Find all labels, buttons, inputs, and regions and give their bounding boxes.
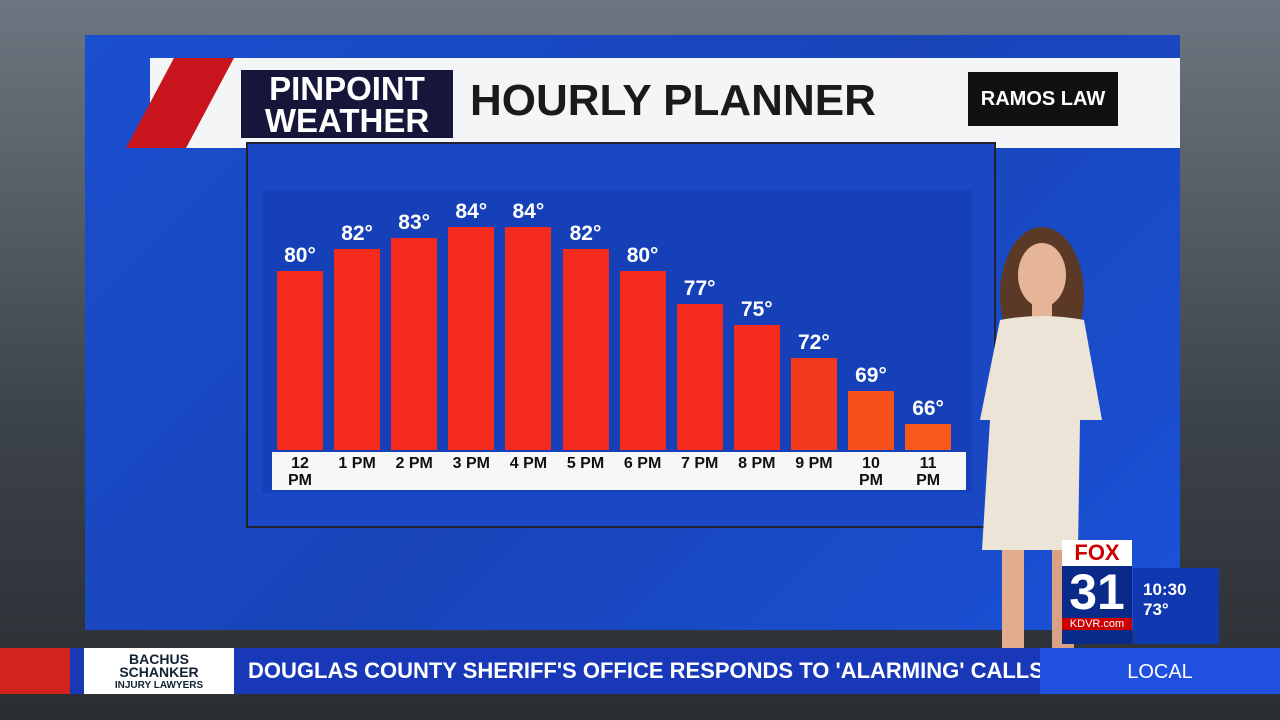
bar xyxy=(505,227,552,450)
presenter xyxy=(980,227,1102,650)
bar xyxy=(448,227,495,450)
station-bug: FOX 31 KDVR.com xyxy=(1062,540,1132,644)
sponsor-logo: RAMOS LAW xyxy=(968,72,1118,126)
x-tick-label: 3 PM xyxy=(452,455,490,472)
bar xyxy=(790,358,837,450)
time: 10:30 xyxy=(1143,580,1187,599)
ticker-accent xyxy=(0,648,70,694)
value-label: 72° xyxy=(798,331,830,355)
sponsor-line: BACHUS xyxy=(129,651,189,667)
ticker-sponsor: BACHUS SCHANKER INJURY LAWYERS xyxy=(84,648,234,694)
sponsor-line: INJURY LAWYERS xyxy=(114,680,204,691)
station-site: KDVR.com xyxy=(1062,618,1132,630)
x-tick-label: 4 PM xyxy=(509,455,548,472)
x-tick-label: 7 PM xyxy=(681,455,719,472)
bar xyxy=(848,390,894,450)
current-temperature: 73° xyxy=(1143,600,1169,619)
bar xyxy=(277,270,323,450)
ticker-section: LOCAL xyxy=(1040,648,1280,694)
logo-line: PINPOINT xyxy=(269,70,425,107)
bar xyxy=(676,303,723,450)
value-label: 84° xyxy=(512,200,545,224)
chart-title: HOURLY PLANNER xyxy=(470,76,876,125)
ticker-headline: DOUGLAS COUNTY SHERIFF'S OFFICE RESPONDS… xyxy=(248,658,1140,683)
x-tick-label: 1 PM xyxy=(338,455,376,472)
sponsor-line: SCHANKER xyxy=(119,664,199,680)
value-label: 84° xyxy=(455,200,488,224)
value-label: 80° xyxy=(284,243,316,267)
value-label: 80° xyxy=(626,243,659,267)
x-tick-label: 8 PM xyxy=(738,455,776,472)
bar xyxy=(905,423,952,450)
channel-number: 31 xyxy=(1069,564,1125,620)
x-tick-label: 10 PM xyxy=(859,455,883,489)
x-tick-label: 12 PM xyxy=(288,455,312,489)
value-label: 69° xyxy=(855,363,887,387)
bar xyxy=(619,270,666,450)
time-temp: 10:30 73° xyxy=(1133,568,1219,644)
bar xyxy=(334,248,381,450)
logo-line: WEATHER xyxy=(264,102,430,139)
x-tick-label: 11 PM xyxy=(916,455,941,489)
weather-logo: PINPOINT WEATHER xyxy=(241,70,453,138)
bar xyxy=(562,248,609,450)
value-label: 66° xyxy=(912,396,944,420)
bar xyxy=(733,325,780,450)
x-tick-label: 6 PM xyxy=(623,455,662,472)
value-label: 82° xyxy=(341,221,373,245)
value-label: 77° xyxy=(683,276,716,300)
x-tick-label: 2 PM xyxy=(395,455,433,472)
category-strip xyxy=(272,452,966,490)
value-label: 75° xyxy=(740,298,773,322)
bar xyxy=(391,237,438,450)
value-label: 82° xyxy=(569,221,602,245)
network-name: FOX xyxy=(1062,540,1132,566)
value-label: 83° xyxy=(398,210,431,234)
x-tick-label: 5 PM xyxy=(566,455,605,472)
x-tick-label: 9 PM xyxy=(795,455,833,472)
